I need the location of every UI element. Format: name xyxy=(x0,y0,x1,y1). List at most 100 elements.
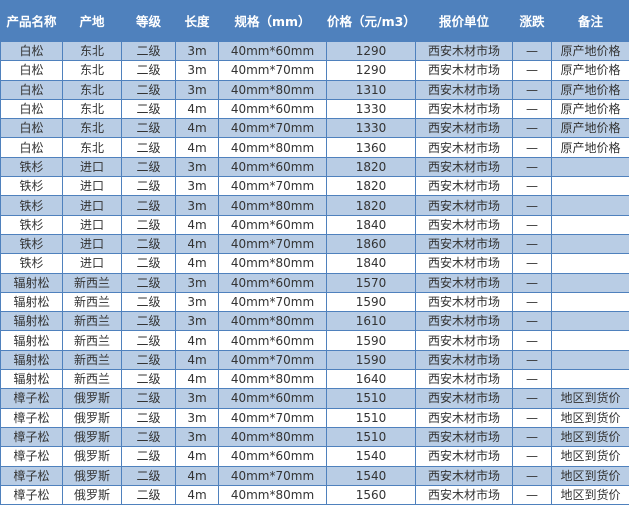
cell-quote-unit: 西安木材市场 xyxy=(415,465,513,486)
cell-remark: 地区到货价 xyxy=(551,407,629,428)
cell-length: 4m xyxy=(175,98,219,120)
cell-origin: 进口 xyxy=(62,195,122,216)
column-header-product-name: 产品名称 xyxy=(0,0,63,42)
cell-spec: 40mm*70mm xyxy=(218,176,327,197)
cell-price: 1820 xyxy=(326,176,416,197)
cell-quote-unit: 西安木材市场 xyxy=(415,137,513,158)
cell-spec: 40mm*70mm xyxy=(218,233,327,255)
cell-change: — xyxy=(512,388,552,409)
cell-quote-unit: 西安木材市场 xyxy=(415,446,513,467)
cell-price: 1330 xyxy=(326,118,416,139)
cell-price: 1610 xyxy=(326,311,416,332)
cell-price: 1310 xyxy=(326,79,416,100)
cell-grade: 二级 xyxy=(121,369,176,390)
column-header-change: 涨跌 xyxy=(512,0,552,42)
cell-quote-unit: 西安木材市场 xyxy=(415,349,513,371)
cell-change: — xyxy=(512,79,552,100)
cell-change: — xyxy=(512,311,552,332)
cell-length: 4m xyxy=(175,465,219,486)
cell-remark xyxy=(551,369,629,390)
cell-length: 3m xyxy=(175,156,219,178)
table-row: 铁杉 进口 二级 4m 40mm*80mm 1840 西安木材市场 — xyxy=(0,253,629,274)
cell-spec: 40mm*70mm xyxy=(218,118,327,139)
cell-quote-unit: 西安木材市场 xyxy=(415,176,513,197)
cell-origin: 俄罗斯 xyxy=(62,465,122,486)
cell-quote-unit: 西安木材市场 xyxy=(415,291,513,313)
cell-product-name: 樟子松 xyxy=(0,446,63,467)
cell-price: 1290 xyxy=(326,40,416,62)
cell-product-name: 白松 xyxy=(0,60,63,81)
cell-length: 3m xyxy=(175,176,219,197)
cell-price: 1820 xyxy=(326,195,416,216)
cell-origin: 东北 xyxy=(62,79,122,100)
table-row: 辐射松 新西兰 二级 3m 40mm*60mm 1570 西安木材市场 — xyxy=(0,272,629,293)
cell-product-name: 白松 xyxy=(0,40,63,62)
cell-length: 3m xyxy=(175,60,219,81)
cell-change: — xyxy=(512,349,552,371)
cell-product-name: 铁杉 xyxy=(0,214,63,235)
cell-remark: 地区到货价 xyxy=(551,446,629,467)
cell-spec: 40mm*70mm xyxy=(218,349,327,371)
cell-spec: 40mm*70mm xyxy=(218,291,327,313)
cell-change: — xyxy=(512,98,552,120)
cell-spec: 40mm*60mm xyxy=(218,388,327,409)
cell-change: — xyxy=(512,118,552,139)
cell-length: 3m xyxy=(175,311,219,332)
cell-price: 1590 xyxy=(326,330,416,351)
table-row: 白松 东北 二级 4m 40mm*70mm 1330 西安木材市场 — 原产地价格 xyxy=(0,118,629,139)
cell-grade: 二级 xyxy=(121,426,176,448)
cell-origin: 新西兰 xyxy=(62,311,122,332)
cell-change: — xyxy=(512,156,552,178)
cell-change: — xyxy=(512,426,552,448)
cell-price: 1860 xyxy=(326,233,416,255)
cell-product-name: 铁杉 xyxy=(0,156,63,178)
cell-length: 4m xyxy=(175,253,219,274)
column-header-price: 价格（元/m3） xyxy=(326,0,416,42)
cell-grade: 二级 xyxy=(121,446,176,467)
cell-remark: 地区到货价 xyxy=(551,484,629,506)
cell-change: — xyxy=(512,137,552,158)
table-row: 铁杉 进口 二级 3m 40mm*60mm 1820 西安木材市场 — xyxy=(0,156,629,178)
cell-change: — xyxy=(512,484,552,506)
cell-price: 1570 xyxy=(326,272,416,293)
cell-product-name: 白松 xyxy=(0,118,63,139)
cell-length: 4m xyxy=(175,137,219,158)
cell-grade: 二级 xyxy=(121,465,176,486)
cell-grade: 二级 xyxy=(121,291,176,313)
cell-spec: 40mm*70mm xyxy=(218,465,327,486)
column-header-grade: 等级 xyxy=(121,0,176,42)
cell-remark: 地区到货价 xyxy=(551,388,629,409)
cell-product-name: 辐射松 xyxy=(0,311,63,332)
header-row: 产品名称 产地 等级 长度 规格（mm） 价格（元/m3） 报价单位 涨跌 备注 xyxy=(0,0,629,42)
table-row: 辐射松 新西兰 二级 3m 40mm*70mm 1590 西安木材市场 — xyxy=(0,291,629,313)
cell-quote-unit: 西安木材市场 xyxy=(415,407,513,428)
cell-length: 4m xyxy=(175,330,219,351)
cell-grade: 二级 xyxy=(121,137,176,158)
table-row: 樟子松 俄罗斯 二级 4m 40mm*60mm 1540 西安木材市场 — 地区到货价 xyxy=(0,446,629,467)
cell-length: 3m xyxy=(175,426,219,448)
cell-spec: 40mm*60mm xyxy=(218,98,327,120)
table-row: 樟子松 俄罗斯 二级 3m 40mm*80mm 1510 西安木材市场 — 地区到货价 xyxy=(0,426,629,448)
cell-remark xyxy=(551,311,629,332)
cell-spec: 40mm*80mm xyxy=(218,311,327,332)
cell-remark: 原产地价格 xyxy=(551,40,629,62)
cell-spec: 40mm*80mm xyxy=(218,79,327,100)
cell-origin: 进口 xyxy=(62,176,122,197)
cell-change: — xyxy=(512,291,552,313)
cell-product-name: 铁杉 xyxy=(0,195,63,216)
table-row: 樟子松 俄罗斯 二级 3m 40mm*60mm 1510 西安木材市场 — 地区到货价 xyxy=(0,388,629,409)
cell-product-name: 樟子松 xyxy=(0,388,63,409)
cell-origin: 俄罗斯 xyxy=(62,407,122,428)
cell-length: 4m xyxy=(175,214,219,235)
cell-origin: 进口 xyxy=(62,253,122,274)
cell-product-name: 樟子松 xyxy=(0,465,63,486)
cell-grade: 二级 xyxy=(121,156,176,178)
cell-price: 1510 xyxy=(326,407,416,428)
cell-length: 3m xyxy=(175,407,219,428)
cell-spec: 40mm*70mm xyxy=(218,60,327,81)
cell-grade: 二级 xyxy=(121,176,176,197)
cell-product-name: 樟子松 xyxy=(0,426,63,448)
cell-grade: 二级 xyxy=(121,272,176,293)
cell-change: — xyxy=(512,40,552,62)
cell-product-name: 白松 xyxy=(0,79,63,100)
